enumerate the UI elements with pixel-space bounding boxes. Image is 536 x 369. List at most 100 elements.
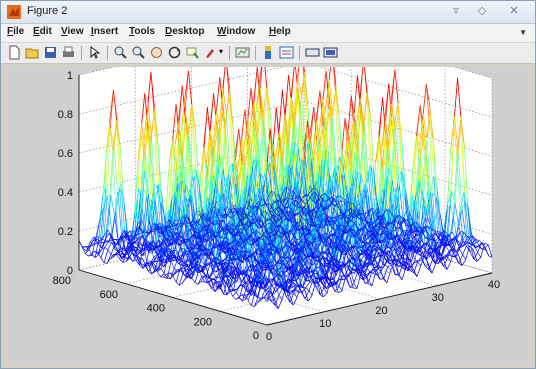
mesh-segment <box>82 247 87 252</box>
menu-overflow-icon[interactable]: ▼ <box>519 28 527 37</box>
brush-icon[interactable] <box>203 45 218 60</box>
mesh-segment <box>452 156 458 217</box>
mesh-segment <box>360 98 365 124</box>
mesh-segment <box>441 245 447 258</box>
mesh-segment <box>271 285 277 296</box>
mesh-segment <box>188 254 194 259</box>
menu-edit[interactable]: Edit <box>33 26 52 37</box>
mesh-segment <box>215 246 220 260</box>
save-figure-icon[interactable] <box>43 45 58 60</box>
mesh-segment <box>170 240 176 261</box>
mesh-segment <box>264 296 269 300</box>
mesh-segment <box>420 234 426 251</box>
mesh-segment <box>451 231 456 239</box>
mesh-segment <box>163 262 168 268</box>
menu-view[interactable]: View <box>61 26 84 37</box>
mesh-segment <box>359 67 364 99</box>
hide-plot-tools-icon[interactable] <box>305 45 320 60</box>
menu-tools[interactable]: Tools <box>129 26 155 37</box>
mesh-segment <box>254 170 260 206</box>
mesh-segment <box>449 124 455 205</box>
zoom-in-icon[interactable] <box>113 45 128 60</box>
mesh-segment <box>333 67 337 87</box>
menu-file[interactable]: File <box>7 26 25 37</box>
mesh-segment <box>299 246 304 287</box>
mesh-segment <box>332 263 338 286</box>
pan-icon[interactable] <box>149 45 164 60</box>
mesh-segment <box>328 268 333 280</box>
menu-insert[interactable]: Insert <box>91 26 119 37</box>
mesh-segment <box>271 301 276 306</box>
mesh-segment <box>191 106 197 170</box>
mesh-segment <box>171 174 176 220</box>
mesh-segment <box>461 209 467 236</box>
mesh-segment <box>276 256 281 263</box>
print-figure-icon[interactable] <box>61 45 76 60</box>
edit-plot-icon[interactable] <box>87 45 102 60</box>
mesh-segment <box>398 109 403 174</box>
mesh-segment <box>392 180 397 213</box>
mesh-segment <box>188 134 194 176</box>
mesh-segment <box>295 115 300 171</box>
mesh-segment <box>387 264 392 268</box>
mesh-segment <box>415 161 420 209</box>
mesh-segment <box>208 278 213 283</box>
restore-icon[interactable]: ◇ <box>477 5 487 17</box>
rotate-3d-icon[interactable] <box>167 45 182 60</box>
mesh-segment <box>191 235 196 247</box>
open-file-icon[interactable] <box>25 45 40 60</box>
mesh-segment <box>201 280 206 283</box>
mesh-segment <box>382 172 388 224</box>
data-cursor-icon[interactable] <box>185 45 200 60</box>
link-plot-icon[interactable] <box>235 45 250 60</box>
legend-icon[interactable] <box>279 45 294 60</box>
mesh-segment <box>330 255 336 261</box>
z-grid-line <box>78 217 493 274</box>
mesh-segment <box>174 120 179 193</box>
mesh-segment <box>167 200 172 246</box>
mesh-segment <box>180 218 185 249</box>
mesh-segment <box>107 195 112 197</box>
mesh-segment <box>222 282 228 295</box>
mesh-segment <box>329 214 335 230</box>
mesh-segment <box>370 256 375 269</box>
mesh-segment <box>225 176 231 201</box>
mesh-segment <box>395 194 401 228</box>
mesh-segment <box>254 296 259 307</box>
show-plot-tools-icon[interactable] <box>323 45 338 60</box>
mesh-segment <box>387 116 393 146</box>
mesh-segment <box>229 282 234 288</box>
menu-window[interactable]: Window <box>217 26 256 37</box>
mesh-segment <box>466 241 471 245</box>
mesh-segment <box>131 253 137 261</box>
mesh-segment <box>247 274 253 279</box>
minimize-icon[interactable]: ▿ <box>453 5 459 17</box>
zoom-out-icon[interactable] <box>131 45 146 60</box>
mesh-segment <box>247 290 253 301</box>
mesh-segment <box>272 263 277 267</box>
mesh-segment <box>239 284 244 298</box>
mesh-segment <box>223 277 228 295</box>
menu-desktop[interactable]: Desktop <box>165 26 205 37</box>
toolbar-separator <box>299 46 300 60</box>
new-figure-icon[interactable] <box>7 45 22 60</box>
menu-help[interactable]: Help <box>269 26 291 37</box>
mesh-segment <box>190 176 196 196</box>
mesh-segment <box>120 184 126 232</box>
mesh-segment <box>249 281 255 293</box>
brush-dropdown-icon[interactable]: ▾ <box>219 47 224 56</box>
mesh-segment <box>257 137 262 186</box>
mesh-segment <box>345 275 350 277</box>
mesh-segment <box>201 252 206 266</box>
mesh-segment <box>111 211 117 236</box>
colorbar-icon[interactable] <box>261 45 276 60</box>
mesh-segment <box>89 236 95 243</box>
close-icon[interactable]: ✕ <box>509 5 519 17</box>
mesh-segment <box>455 248 460 257</box>
mesh-segment <box>390 262 395 270</box>
mesh-segment <box>110 195 115 216</box>
mesh-segment <box>472 235 477 243</box>
mesh-segment <box>459 192 465 212</box>
mesh-segment <box>138 258 143 261</box>
